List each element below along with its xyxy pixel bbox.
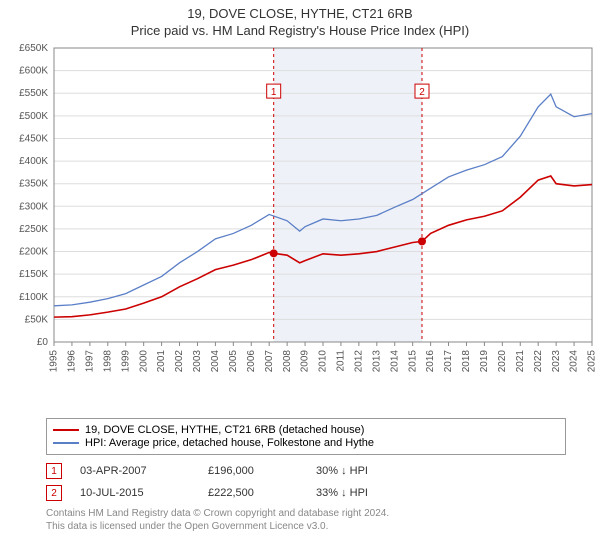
svg-text:£400K: £400K	[19, 156, 48, 167]
sale-event-row: 1 03-APR-2007 £196,000 30% ↓ HPI	[46, 463, 566, 479]
event-badge: 1	[46, 463, 62, 479]
event-price: £222,500	[208, 487, 298, 499]
svg-text:2017: 2017	[443, 350, 454, 373]
svg-text:£500K: £500K	[19, 111, 48, 122]
svg-text:2009: 2009	[300, 350, 311, 373]
svg-text:2023: 2023	[551, 350, 562, 373]
attribution-text: Contains HM Land Registry data © Crown c…	[46, 507, 566, 533]
line-chart-svg: £0 £50K £100K £150K £200K £250K £300K £350K £400…	[0, 42, 600, 412]
svg-text:2001: 2001	[156, 350, 167, 373]
svg-text:£550K: £550K	[19, 88, 48, 99]
svg-text:2015: 2015	[407, 350, 418, 373]
svg-text:£100K: £100K	[19, 292, 48, 303]
svg-text:2005: 2005	[228, 350, 239, 373]
svg-text:2025: 2025	[587, 350, 598, 373]
legend-swatch	[53, 429, 79, 431]
event-hpi-delta: 30% ↓ HPI	[316, 465, 426, 477]
svg-text:2020: 2020	[497, 350, 508, 373]
svg-text:2013: 2013	[371, 350, 382, 373]
event-hpi-delta: 33% ↓ HPI	[316, 487, 426, 499]
svg-text:£0: £0	[37, 337, 49, 348]
page-root: 19, DOVE CLOSE, HYTHE, CT21 6RB Price pa…	[0, 0, 600, 533]
svg-text:£300K: £300K	[19, 201, 48, 212]
svg-text:1996: 1996	[67, 350, 78, 373]
svg-text:£250K: £250K	[19, 224, 48, 235]
svg-text:2004: 2004	[210, 350, 221, 373]
svg-text:£350K: £350K	[19, 179, 48, 190]
legend-row: HPI: Average price, detached house, Folk…	[53, 437, 559, 449]
svg-text:2022: 2022	[533, 350, 544, 373]
svg-text:£150K: £150K	[19, 269, 48, 280]
svg-text:2003: 2003	[192, 350, 203, 373]
svg-text:2018: 2018	[461, 350, 472, 373]
chart-title-address: 19, DOVE CLOSE, HYTHE, CT21 6RB	[0, 6, 600, 21]
svg-text:1: 1	[271, 87, 277, 98]
svg-text:1999: 1999	[120, 350, 131, 373]
event-badge: 2	[46, 485, 62, 501]
event-price: £196,000	[208, 465, 298, 477]
svg-text:2016: 2016	[425, 350, 436, 373]
legend-row: 19, DOVE CLOSE, HYTHE, CT21 6RB (detache…	[53, 424, 559, 436]
svg-text:1998: 1998	[102, 350, 113, 373]
svg-text:2006: 2006	[246, 350, 257, 373]
svg-text:2010: 2010	[318, 350, 329, 373]
svg-text:£50K: £50K	[25, 314, 49, 325]
sale-events-table: 1 03-APR-2007 £196,000 30% ↓ HPI 2 10-JUL-201…	[46, 463, 566, 501]
svg-text:2012: 2012	[354, 350, 365, 373]
chart-title-block: 19, DOVE CLOSE, HYTHE, CT21 6RB Price pa…	[0, 0, 600, 42]
svg-text:2014: 2014	[389, 350, 400, 373]
svg-text:£200K: £200K	[19, 247, 48, 258]
svg-text:2000: 2000	[138, 350, 149, 373]
svg-text:2: 2	[419, 87, 425, 98]
svg-text:2011: 2011	[336, 350, 347, 372]
svg-text:2008: 2008	[282, 350, 293, 373]
legend-swatch	[53, 442, 79, 444]
svg-text:1997: 1997	[85, 350, 96, 373]
svg-text:2007: 2007	[264, 350, 275, 373]
chart-area: £0 £50K £100K £150K £200K £250K £300K £350K £400…	[0, 42, 600, 412]
chart-title-subtitle: Price paid vs. HM Land Registry's House …	[0, 23, 600, 38]
legend-label: 19, DOVE CLOSE, HYTHE, CT21 6RB (detache…	[85, 424, 364, 436]
svg-text:2002: 2002	[174, 350, 185, 373]
event-date: 10-JUL-2015	[80, 487, 190, 499]
legend-label: HPI: Average price, detached house, Folk…	[85, 437, 374, 449]
svg-text:2019: 2019	[479, 350, 490, 373]
svg-text:2024: 2024	[569, 350, 580, 373]
attribution-line2: This data is licensed under the Open Gov…	[46, 520, 566, 533]
svg-text:1995: 1995	[49, 350, 60, 373]
svg-text:£600K: £600K	[19, 66, 48, 77]
sale-event-row: 2 10-JUL-2015 £222,500 33% ↓ HPI	[46, 485, 566, 501]
svg-text:2021: 2021	[515, 350, 526, 373]
sale-point-1	[270, 249, 278, 257]
svg-text:£450K: £450K	[19, 133, 48, 144]
event-date: 03-APR-2007	[80, 465, 190, 477]
svg-text:£650K: £650K	[19, 43, 48, 54]
sale-point-2	[418, 237, 426, 245]
attribution-line1: Contains HM Land Registry data © Crown c…	[46, 507, 566, 520]
chart-legend: 19, DOVE CLOSE, HYTHE, CT21 6RB (detache…	[46, 418, 566, 455]
